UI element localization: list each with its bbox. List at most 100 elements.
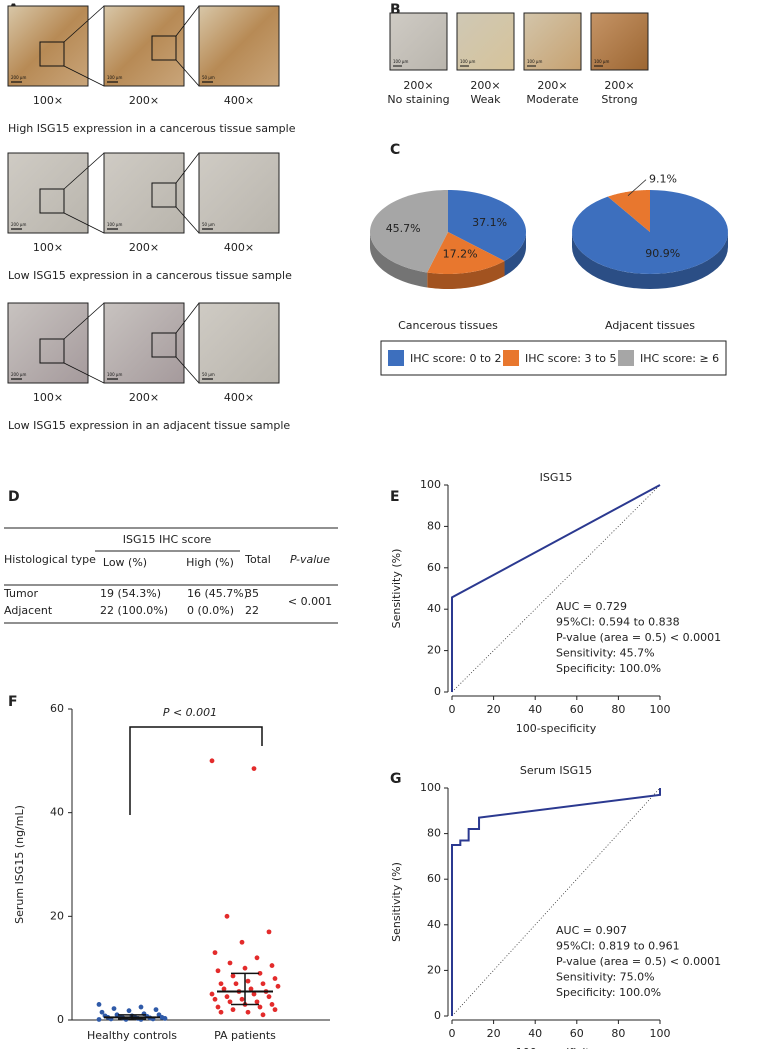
dot xyxy=(233,981,239,987)
micrograph xyxy=(103,152,185,234)
dot xyxy=(230,973,236,979)
dot xyxy=(215,1004,221,1010)
zoom-line xyxy=(63,152,105,190)
legend-label: IHC score: 3 to 5 xyxy=(525,352,617,365)
significance-bracket xyxy=(129,726,263,815)
zoom-line xyxy=(63,212,105,234)
zoom-line xyxy=(63,65,105,87)
dot xyxy=(275,983,281,989)
table-cell: 19 (54.3%) xyxy=(100,587,161,600)
magnification: 200× xyxy=(604,79,634,92)
dot xyxy=(215,968,221,974)
roc-curve xyxy=(451,484,661,692)
dot xyxy=(111,1006,117,1011)
table-cell: P-value xyxy=(290,553,330,566)
table-cell: ISG15 IHC score xyxy=(123,533,212,546)
magnification: 200× xyxy=(129,94,159,107)
y-tick-label: 20 xyxy=(427,963,441,976)
magnification: 200× xyxy=(129,241,159,254)
pie-title: Adjacent tissues xyxy=(605,319,695,332)
y-axis-label: Sensitivity (%) xyxy=(390,549,403,629)
x-tick-label: 60 xyxy=(570,703,584,716)
y-tick-label: 40 xyxy=(427,602,441,615)
micrograph xyxy=(103,302,185,384)
dot xyxy=(257,970,263,976)
dot xyxy=(126,1008,132,1014)
scale-text: 100 μm xyxy=(594,59,609,64)
scale-text: 100 μm xyxy=(527,59,542,64)
x-tick-label: 40 xyxy=(528,1027,542,1040)
zoom-box xyxy=(39,338,65,364)
dot xyxy=(224,994,230,1000)
micrograph xyxy=(590,12,649,71)
y-tick-label: 20 xyxy=(427,644,441,657)
dot xyxy=(162,1016,168,1021)
zoom-line xyxy=(175,152,200,184)
zoom-line xyxy=(175,206,200,234)
annotation: Specificity: 100.0% xyxy=(556,662,661,675)
legend-label: IHC score: 0 to 2 xyxy=(410,352,502,365)
row-caption: Low ISG15 expression in an adjacent tiss… xyxy=(8,419,290,432)
micrograph xyxy=(7,302,89,384)
magnification: 100× xyxy=(33,391,63,404)
zoom-box xyxy=(151,182,177,208)
dot xyxy=(153,1007,159,1013)
panel-label: B xyxy=(390,2,401,18)
magnification: 100× xyxy=(33,94,63,107)
dot xyxy=(239,996,245,1002)
zoom-line xyxy=(63,302,105,340)
y-tick-label: 40 xyxy=(50,806,64,819)
row-caption: High ISG15 expression in a cancerous tis… xyxy=(8,122,296,135)
annotation: 95%CI: 0.594 to 0.838 xyxy=(556,616,680,629)
magnification: 400× xyxy=(224,241,254,254)
data-label: 90.9% xyxy=(645,247,680,260)
dot xyxy=(254,955,260,961)
y-tick-label: 80 xyxy=(427,519,441,532)
table-cell: 35 xyxy=(245,587,259,600)
x-tick-label: 100 xyxy=(650,703,671,716)
pie-side xyxy=(504,232,526,276)
pie-side xyxy=(427,260,505,289)
table-cell: 22 xyxy=(245,604,259,617)
magnification: 200× xyxy=(470,79,500,92)
dot xyxy=(254,999,260,1005)
dot xyxy=(227,999,233,1005)
scale-text: 50 μm xyxy=(202,75,215,80)
annotation: Sensitivity: 75.0% xyxy=(556,971,655,984)
y-tick-label: 100 xyxy=(420,781,441,794)
legend-box xyxy=(380,340,727,376)
dot xyxy=(251,991,257,997)
scale-text: 100 μm xyxy=(460,59,475,64)
pie-title: Cancerous tissues xyxy=(398,319,498,332)
x-tick-label: 80 xyxy=(611,703,625,716)
dot xyxy=(269,1002,275,1007)
pie-side xyxy=(370,232,428,288)
legend-swatch xyxy=(503,350,519,366)
magnification: 400× xyxy=(224,391,254,404)
y-tick-label: 20 xyxy=(50,909,64,922)
magnification: 200× xyxy=(129,391,159,404)
y-tick-label: 100 xyxy=(420,478,441,491)
dot xyxy=(242,965,248,971)
zoom-line xyxy=(175,302,200,334)
dot xyxy=(96,1002,102,1007)
zoom-box xyxy=(151,35,177,61)
dot xyxy=(212,996,218,1002)
micrograph xyxy=(389,12,448,71)
dot xyxy=(239,939,245,945)
micrograph xyxy=(456,12,515,71)
panel-label: G xyxy=(390,771,402,787)
magnification: 200× xyxy=(537,79,567,92)
micrograph xyxy=(7,152,89,234)
panel-label: C xyxy=(390,142,400,158)
zoom-line xyxy=(63,5,105,43)
zoom-line xyxy=(175,59,200,87)
micrograph xyxy=(523,12,582,71)
image-caption: Strong xyxy=(601,93,637,106)
dot xyxy=(245,1009,251,1015)
annotation: P-value (area = 0.5) < 0.0001 xyxy=(556,631,721,644)
zoom-line xyxy=(175,356,200,384)
dot xyxy=(266,994,272,1000)
pie-slice xyxy=(607,190,650,232)
row-caption: Low ISG15 expression in a cancerous tiss… xyxy=(8,269,292,282)
